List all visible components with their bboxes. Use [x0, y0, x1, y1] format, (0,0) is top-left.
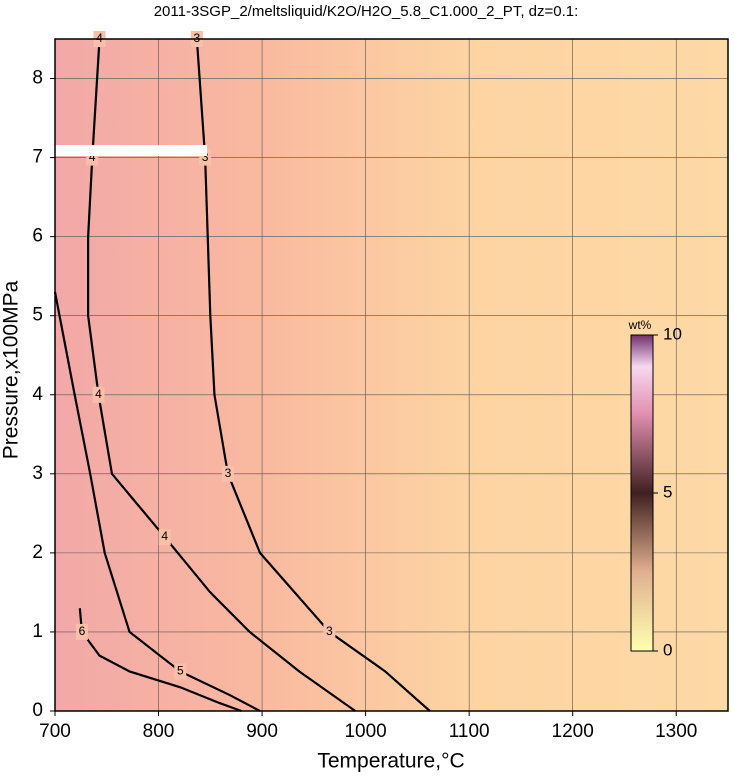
contour-label: 3: [202, 150, 209, 164]
y-tick-label: 0: [32, 700, 43, 721]
chart-title: 2011-3SGP_2/meltsliquid/K2O/H2O_5.8_C1.0…: [154, 3, 579, 20]
contour-label-bg: [158, 529, 171, 546]
y-tick-label: 1: [32, 621, 43, 642]
x-tick-label: 800: [143, 721, 175, 742]
y-tick-label: 2: [32, 542, 43, 563]
x-tick-label: 1300: [655, 721, 697, 742]
y-axis-label: Pressure,x100MPa: [0, 280, 23, 459]
x-axis-label: Temperature,°C: [317, 750, 464, 773]
contour-label-bg: [323, 623, 336, 640]
contour-line: [87, 38, 356, 712]
contour-label-bg: [174, 663, 187, 680]
x-tick-label: 700: [39, 721, 71, 742]
x-tick-label: 900: [246, 721, 278, 742]
contour-label: 3: [194, 31, 201, 45]
contour-label-bg: [221, 465, 234, 482]
contour-label: 6: [79, 624, 86, 638]
contour-label: 4: [161, 529, 168, 543]
y-tick-label: 8: [32, 68, 43, 89]
contour-label-bg: [75, 623, 88, 640]
plot-frame: [54, 38, 729, 712]
contour-line: [53, 291, 261, 712]
y-tick-label: 6: [32, 226, 43, 247]
colorbar: [630, 334, 654, 652]
data-gap: [55, 145, 207, 156]
colorbar-tick-label: 5: [663, 482, 672, 501]
contour-label: 4: [89, 150, 96, 164]
contour-label: 4: [95, 387, 102, 401]
y-tick-label: 3: [32, 463, 43, 484]
contour-label-bg: [92, 386, 105, 403]
contour-label: 5: [177, 664, 184, 678]
colorbar-label: wt%: [628, 318, 652, 332]
x-tick-label: 1000: [344, 721, 386, 742]
plot-background: [55, 39, 728, 711]
colorbar-tick-label: 10: [663, 324, 682, 343]
y-tick-label: 5: [32, 305, 43, 326]
y-tick-label: 7: [32, 147, 43, 168]
x-tick-label: 1100: [449, 721, 490, 742]
colorbar-tick-label: 0: [663, 640, 672, 659]
contour-label: 3: [225, 466, 232, 480]
x-tick-label: 1200: [552, 721, 594, 742]
y-tick-label: 4: [32, 384, 43, 405]
contour-label: 3: [326, 624, 333, 638]
contour-label: 4: [96, 31, 103, 45]
